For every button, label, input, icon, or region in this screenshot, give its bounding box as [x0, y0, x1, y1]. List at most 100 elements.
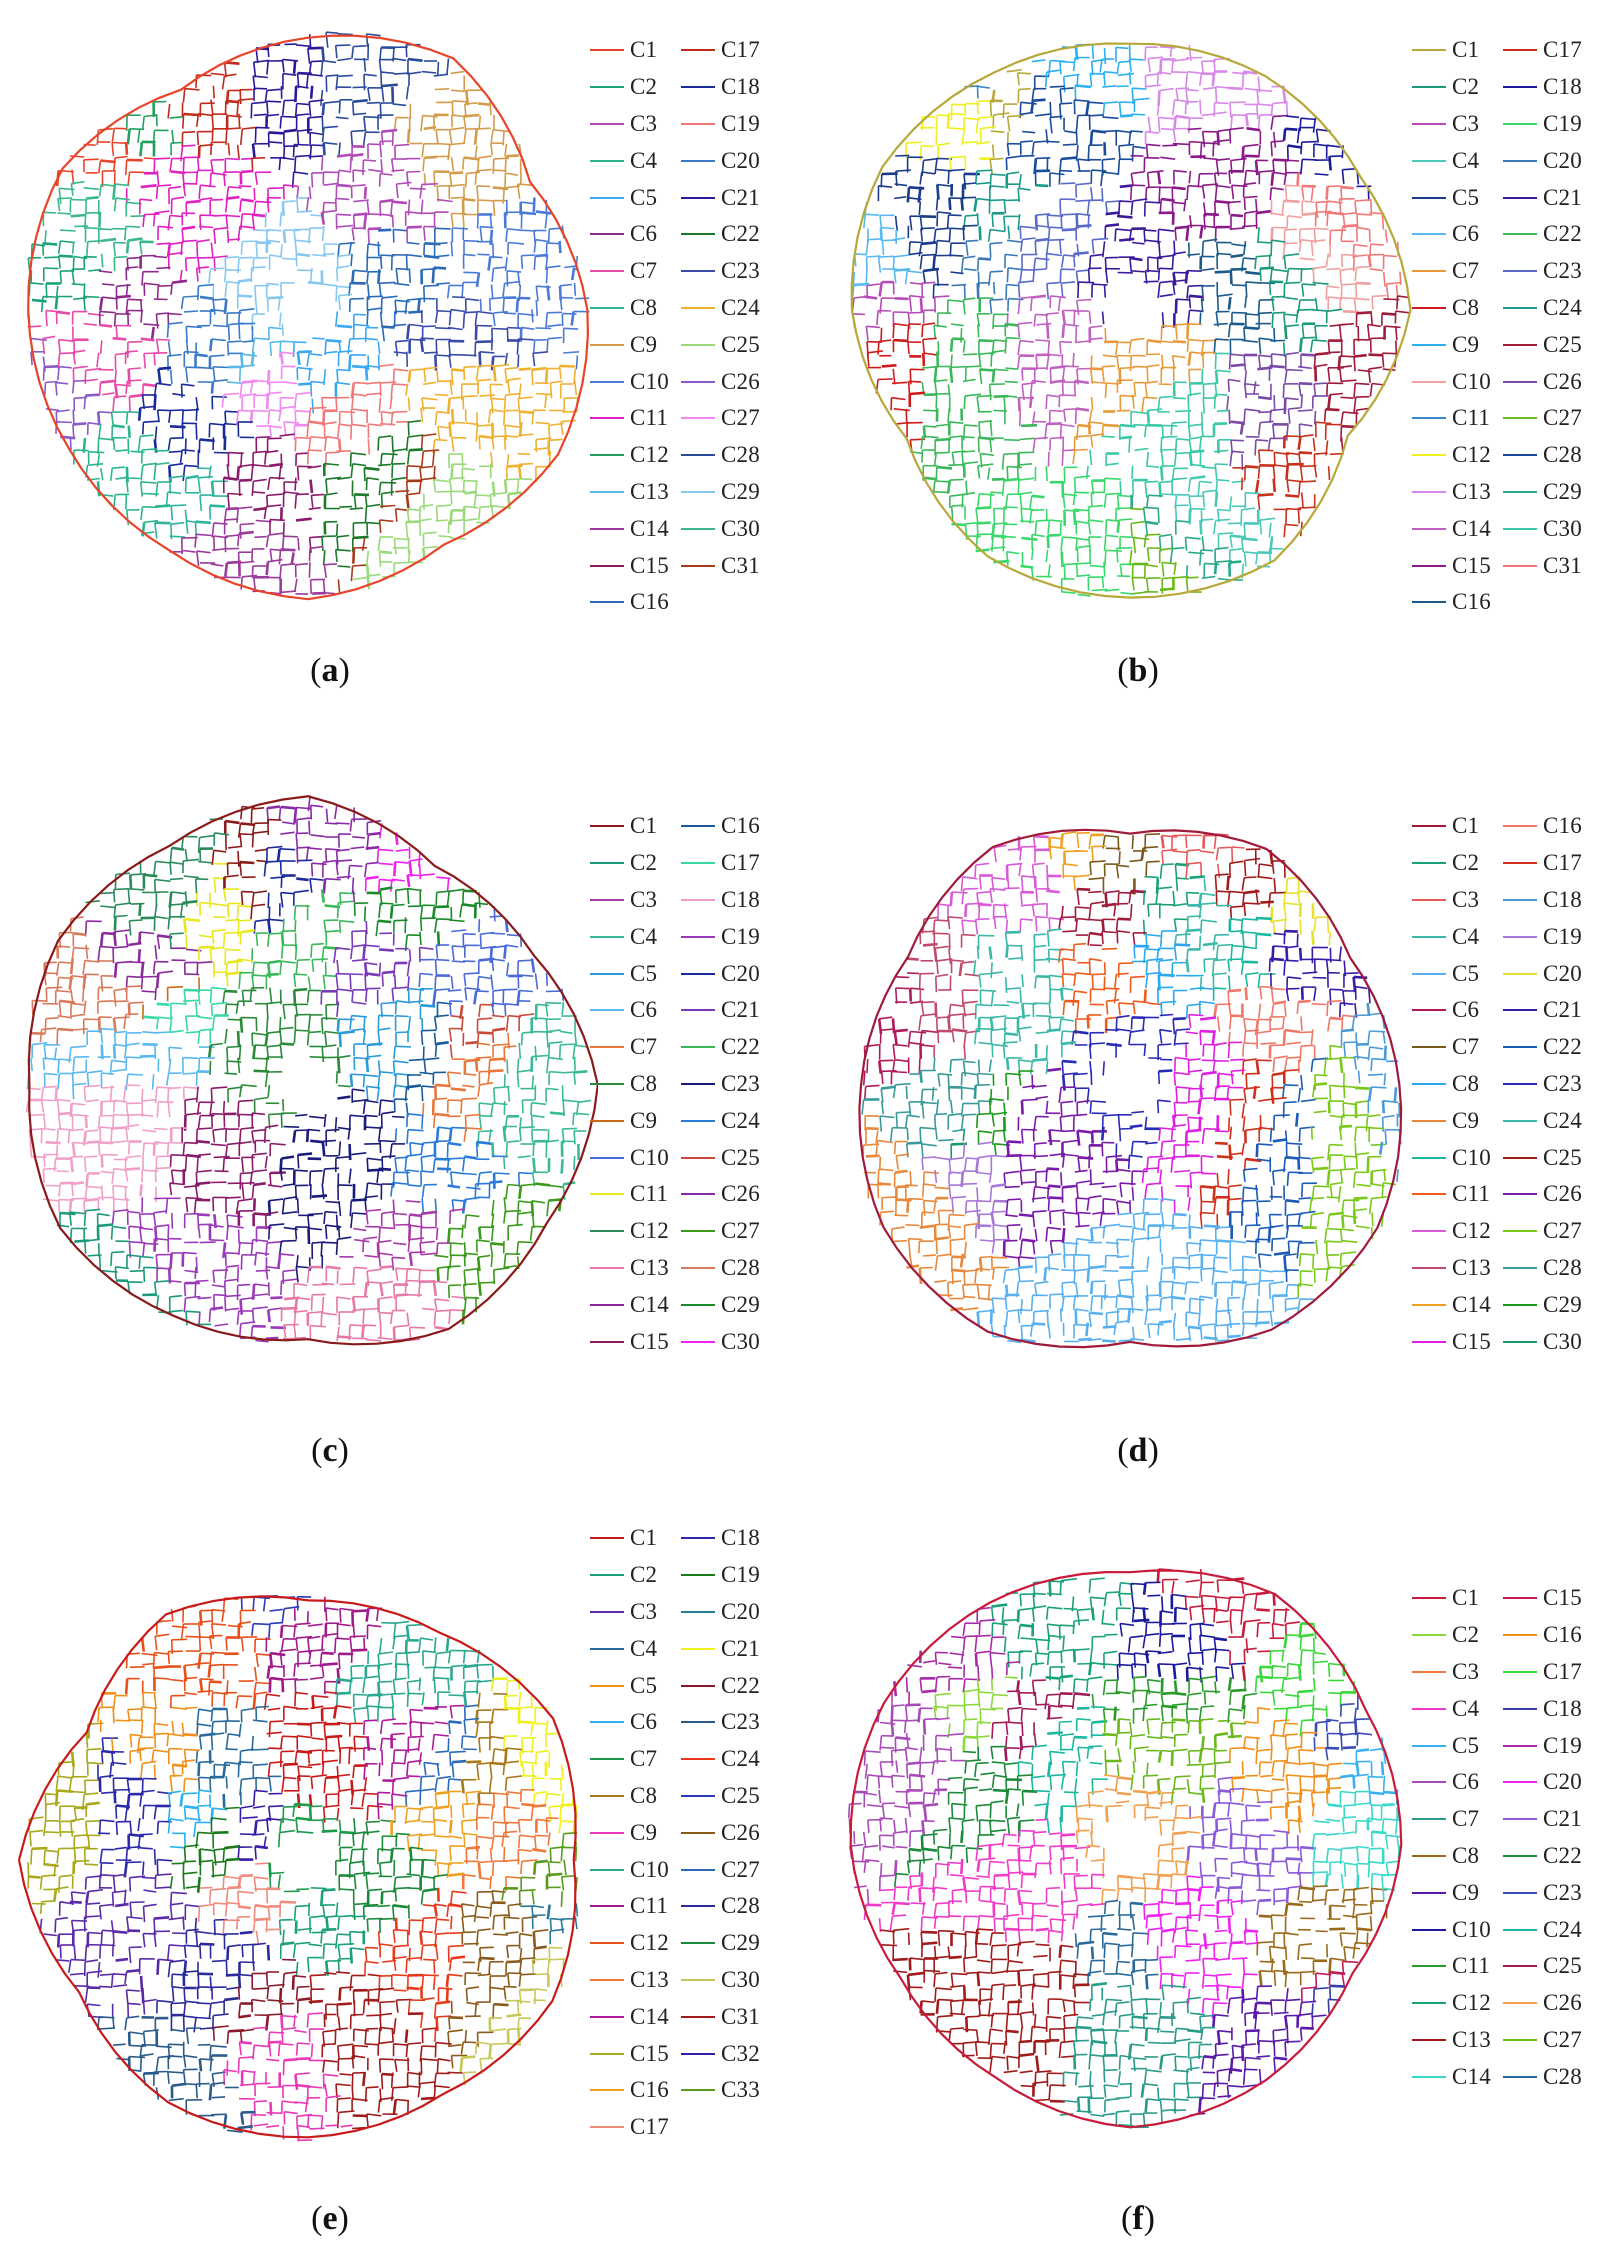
road-segment	[463, 113, 480, 118]
legend-label: C20	[720, 147, 760, 173]
road-segment	[280, 944, 284, 959]
road-segment	[298, 382, 311, 386]
road-segment	[142, 462, 158, 466]
road-segment	[352, 324, 355, 340]
road-segment	[919, 255, 923, 270]
road-segment	[1244, 195, 1258, 199]
road-segment	[196, 285, 200, 301]
road-segment	[421, 397, 438, 401]
road-segment	[129, 128, 145, 131]
road-segment	[1102, 354, 1118, 358]
road-segment	[1147, 338, 1162, 344]
road-segment	[1022, 130, 1036, 134]
road-segment	[305, 197, 310, 213]
road-segment	[142, 1042, 158, 1046]
road-segment	[183, 999, 199, 1002]
road-segment	[158, 366, 172, 371]
road-segment	[227, 342, 230, 356]
road-segment	[1090, 367, 1104, 371]
road-segment	[936, 465, 953, 470]
road-segment	[1090, 253, 1104, 257]
road-segment	[142, 214, 146, 228]
road-segment	[489, 1069, 504, 1073]
road-segment	[407, 988, 410, 1003]
road-segment	[73, 365, 88, 369]
road-segment	[1230, 114, 1233, 129]
road-segment	[1104, 550, 1107, 567]
road-segment	[151, 1074, 155, 1090]
road-segment	[254, 1096, 269, 1101]
legend-swatch	[680, 380, 715, 383]
road-segment	[1189, 463, 1206, 467]
legend-label: C27	[1542, 405, 1582, 431]
road-segment	[951, 522, 966, 527]
road-segment	[1075, 407, 1090, 412]
road-segment	[1356, 213, 1373, 216]
road-segment	[521, 254, 536, 257]
road-segment	[477, 507, 481, 521]
road-segment	[339, 410, 356, 414]
road-segment	[991, 213, 994, 228]
road-segment	[185, 474, 199, 480]
road-segment	[477, 378, 492, 382]
road-segment	[377, 341, 381, 354]
road-segment	[452, 296, 466, 299]
road-segment	[1017, 214, 1021, 231]
road-segment	[1048, 353, 1061, 357]
road-segment	[82, 960, 86, 975]
legend-swatch	[590, 306, 624, 309]
road-segment	[154, 1045, 157, 1060]
road-segment	[253, 507, 267, 512]
road-segment	[1128, 58, 1132, 72]
road-segment	[1119, 423, 1136, 428]
road-segment	[295, 562, 309, 566]
road-segment	[266, 370, 271, 385]
road-segment	[282, 229, 287, 244]
road-segment	[323, 182, 339, 186]
road-segment	[337, 74, 353, 78]
road-segment	[1128, 71, 1132, 85]
road-segment	[1199, 73, 1203, 86]
road-segment	[236, 100, 240, 116]
road-segment	[976, 283, 980, 300]
road-segment	[1298, 481, 1301, 496]
road-segment	[310, 834, 326, 838]
road-segment	[1085, 102, 1090, 116]
road-segment	[226, 971, 243, 976]
road-segment	[1005, 284, 1008, 301]
road-segment	[1329, 243, 1332, 258]
road-segment	[269, 141, 283, 144]
road-segment	[517, 354, 520, 368]
road-segment	[99, 932, 104, 948]
road-segment	[1089, 130, 1094, 146]
road-segment	[309, 579, 312, 595]
road-segment	[380, 422, 396, 426]
road-segment	[395, 508, 409, 512]
road-segment	[1143, 534, 1147, 548]
road-segment	[199, 1028, 213, 1032]
road-segment	[1285, 508, 1288, 525]
legend-swatch	[680, 159, 715, 162]
road-segment	[434, 411, 438, 426]
road-segment	[350, 1073, 365, 1076]
ring-road	[27, 34, 590, 601]
road-segment	[283, 491, 300, 495]
road-segment	[1298, 365, 1312, 370]
road-segment	[73, 932, 87, 937]
road-segment	[252, 1044, 257, 1058]
road-segment	[1089, 114, 1104, 117]
road-segment	[1145, 480, 1159, 483]
road-segment	[211, 128, 214, 142]
road-segment	[199, 901, 217, 905]
road-segment	[363, 116, 367, 131]
road-segment	[392, 323, 407, 327]
road-segment	[393, 448, 407, 452]
caption-letter: a	[321, 652, 339, 689]
road-segment	[44, 365, 59, 369]
road-segment	[1018, 280, 1034, 284]
road-segment	[99, 340, 103, 354]
road-segment	[56, 1028, 59, 1045]
road-segment	[517, 464, 522, 479]
road-segment	[560, 419, 577, 423]
road-segment	[325, 32, 329, 48]
